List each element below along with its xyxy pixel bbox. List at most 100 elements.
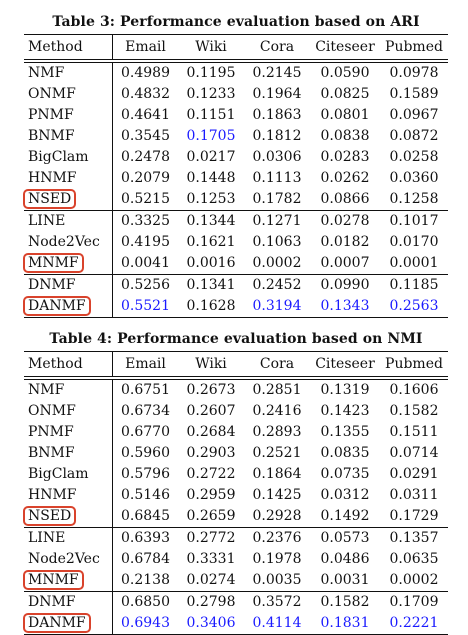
value-cell-wiki: 0.2722 <box>186 466 236 482</box>
value-cell-citeseer: 0.0573 <box>320 530 370 546</box>
method-name: BNMF <box>28 445 75 461</box>
column-header-pubmed: Pubmed <box>385 356 443 372</box>
method-name: NMF <box>28 382 65 398</box>
value-cell-citeseer: 0.0312 <box>320 487 370 503</box>
method-cell: Node2Vec <box>24 549 112 570</box>
table-row: NMF 0.6751 0.2673 0.2851 0.1319 0.1606 <box>24 380 448 401</box>
value-cell-wiki: 0.2607 <box>186 403 236 419</box>
table-nmi: Table 4: Performance evaluation based on… <box>23 327 448 635</box>
method-cell: BigClam <box>24 464 112 485</box>
value-cell-cora: 0.1863 <box>252 107 302 123</box>
value-cell-wiki: 0.0274 <box>186 572 236 588</box>
table-groups: NMF 0.6751 0.2673 0.2851 0.1319 0.1606 ONMF 0.6… <box>23 379 448 634</box>
column-header-wiki: Wiki <box>195 39 227 55</box>
method-cell: ONMF <box>24 84 112 105</box>
row-group: LINE 0.3325 0.1344 0.1271 0.0278 0.1017 Node2V… <box>23 211 448 275</box>
value-cell-pubmed: 0.1185 <box>389 277 439 293</box>
value-cell-email: 0.6845 <box>112 506 178 527</box>
value-cell-citeseer: 0.1423 <box>320 403 370 419</box>
method-name: DANMF <box>23 613 91 633</box>
value-cell-email: 0.6734 <box>112 401 178 422</box>
method-cell: ONMF <box>24 401 112 422</box>
method-name: DANMF <box>23 296 91 316</box>
value-cell-email: 0.4832 <box>112 84 178 105</box>
value-cell-wiki: 0.2684 <box>186 424 236 440</box>
header-row: Method Email Wiki Cora Citeseer Pubmed <box>24 35 448 60</box>
method-cell: MNMF <box>23 253 112 274</box>
value-cell-cora: 0.1271 <box>252 213 302 229</box>
method-name: BigClam <box>28 149 89 165</box>
value-cell-cora: 0.2376 <box>252 530 302 546</box>
table-body: Method Email Wiki Cora Citeseer Pubmed N… <box>23 351 448 635</box>
table-row: LINE 0.3325 0.1344 0.1271 0.0278 0.1017 <box>24 211 448 232</box>
value-cell-pubmed: 0.2563 <box>389 298 439 314</box>
value-cell-wiki: 0.1195 <box>186 65 236 81</box>
value-cell-email: 0.6751 <box>112 380 178 401</box>
value-cell-cora: 0.2145 <box>252 65 302 81</box>
table-row: NSED 0.6845 0.2659 0.2928 0.1492 0.1729 <box>23 506 448 527</box>
value-cell-citeseer: 0.1831 <box>320 615 370 631</box>
table-groups: NMF 0.4989 0.1195 0.2145 0.0590 0.0978 ONMF 0.4… <box>23 62 448 317</box>
column-header-citeseer: Citeseer <box>315 356 375 372</box>
method-name: MNMF <box>23 570 84 590</box>
method-cell: DNMF <box>24 275 112 296</box>
method-cell: HNMF <box>24 168 112 189</box>
value-cell-citeseer: 0.0031 <box>320 572 370 588</box>
method-name: NMF <box>28 65 65 81</box>
value-cell-citeseer: 0.1319 <box>320 382 370 398</box>
table-caption: Table 4: Performance evaluation based on… <box>49 331 423 347</box>
value-cell-wiki: 0.0016 <box>186 255 236 271</box>
value-cell-pubmed: 0.0170 <box>389 234 439 250</box>
table-ari: Table 3: Performance evaluation based on… <box>23 10 448 318</box>
column-header-method: Method <box>28 356 83 372</box>
value-cell-email: 0.5256 <box>112 275 178 296</box>
value-cell-pubmed: 0.1258 <box>389 191 439 207</box>
value-cell-cora: 0.2928 <box>252 508 302 524</box>
value-cell-email: 0.2079 <box>112 168 178 189</box>
value-cell-email: 0.3545 <box>112 126 178 147</box>
method-cell: NSED <box>23 506 112 527</box>
value-cell-citeseer: 0.0866 <box>320 191 370 207</box>
value-cell-wiki: 0.2959 <box>186 487 236 503</box>
value-cell-cora: 0.0002 <box>252 255 302 271</box>
value-cell-pubmed: 0.1709 <box>389 594 439 610</box>
method-name: ONMF <box>28 403 76 419</box>
value-cell-citeseer: 0.1582 <box>320 594 370 610</box>
table-row: DANMF 0.6943 0.3406 0.4114 0.1831 0.2221 <box>23 613 448 634</box>
value-cell-cora: 0.1978 <box>252 551 302 567</box>
method-cell: Node2Vec <box>24 232 112 253</box>
value-cell-wiki: 0.1253 <box>186 191 236 207</box>
table-row: HNMF 0.2079 0.1448 0.1113 0.0262 0.0360 <box>24 168 448 189</box>
value-cell-email: 0.5521 <box>112 296 178 317</box>
method-name: PNMF <box>28 107 74 123</box>
value-cell-citeseer: 0.0825 <box>320 86 370 102</box>
value-cell-cora: 0.2452 <box>252 277 302 293</box>
method-name: LINE <box>28 530 66 546</box>
value-cell-citeseer: 0.0278 <box>320 213 370 229</box>
value-cell-citeseer: 0.0007 <box>320 255 370 271</box>
value-cell-citeseer: 0.1492 <box>320 508 370 524</box>
value-cell-cora: 0.2893 <box>252 424 302 440</box>
value-cell-pubmed: 0.0967 <box>389 107 439 123</box>
method-cell: BNMF <box>24 443 112 464</box>
header-row: Method Email Wiki Cora Citeseer Pubmed <box>24 352 448 377</box>
method-name: NSED <box>23 506 77 526</box>
method-cell: NMF <box>24 63 112 84</box>
table-row: Node2Vec 0.4195 0.1621 0.1063 0.0182 0.0170 <box>24 232 448 253</box>
table-row: NMF 0.4989 0.1195 0.2145 0.0590 0.0978 <box>24 63 448 84</box>
value-cell-email: 0.0041 <box>112 253 178 274</box>
method-name: BNMF <box>28 128 75 144</box>
method-cell: PNMF <box>24 422 112 443</box>
row-group: NMF 0.4989 0.1195 0.2145 0.0590 0.0978 ONMF 0.4… <box>23 62 448 211</box>
table-row: PNMF 0.6770 0.2684 0.2893 0.1355 0.1511 <box>24 422 448 443</box>
value-cell-citeseer: 0.0486 <box>320 551 370 567</box>
value-cell-pubmed: 0.2221 <box>389 615 439 631</box>
value-cell-wiki: 0.1344 <box>186 213 236 229</box>
method-name: LINE <box>28 213 66 229</box>
method-name: HNMF <box>28 170 77 186</box>
value-cell-pubmed: 0.0635 <box>389 551 439 567</box>
value-cell-pubmed: 0.0714 <box>389 445 439 461</box>
value-cell-pubmed: 0.1589 <box>389 86 439 102</box>
value-cell-citeseer: 0.0590 <box>320 65 370 81</box>
column-header-pubmed: Pubmed <box>385 39 443 55</box>
